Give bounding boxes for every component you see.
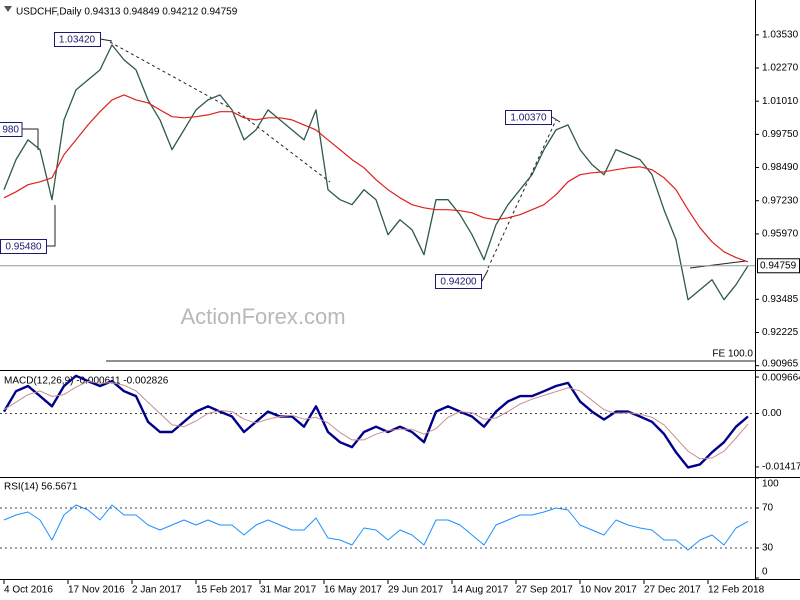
annotation: 1.03420	[59, 35, 96, 46]
series-line	[3, 504, 749, 551]
annotation-box	[505, 110, 552, 125]
dashed-trend	[109, 41, 231, 109]
annotation-box	[54, 32, 101, 47]
series-line	[3, 94, 749, 263]
trend-line	[689, 260, 747, 269]
dashed-trend	[237, 111, 331, 183]
y-tick-label: 0.93485	[762, 294, 799, 305]
annotations: 1.03420 980 0.95480 0.94200 1.00370 FE 1…	[0, 32, 753, 360]
series-line	[3, 44, 749, 301]
annotation: 0.94200	[440, 277, 477, 288]
annotation: 0.95480	[5, 242, 42, 253]
connector	[551, 116, 561, 123]
series-line	[3, 380, 749, 460]
connector	[46, 205, 56, 247]
annotation: 1.00370	[510, 113, 547, 124]
x-tick-label: 16 May 2017	[324, 585, 382, 596]
annotation-box	[0, 239, 47, 254]
x-tick-label: 31 Mar 2017	[260, 585, 317, 596]
y-tick-label: 0.95970	[762, 229, 799, 240]
title-icon	[4, 6, 12, 12]
annotation-box	[0, 122, 23, 137]
connector	[481, 269, 489, 282]
y-tick-label: 0.009664	[762, 373, 800, 384]
panel-title: USDCHF,Daily 0.94313 0.94849 0.94212 0.9…	[16, 7, 238, 18]
connector	[99, 38, 113, 42]
x-tick-label: 10 Nov 2017	[580, 585, 637, 596]
y-tick-label: 0.90965	[762, 359, 799, 370]
y-tick-label: 1.02270	[762, 63, 799, 74]
panel-title: RSI(14) 56.5671	[4, 482, 78, 493]
x-tick-label: 29 Jun 2017	[388, 585, 443, 596]
series-line	[2, 374, 749, 469]
x-tick-label: 12 Feb 2018	[708, 585, 765, 596]
y-tick-label: 30	[762, 543, 774, 554]
last-price-label: 0.94759	[760, 260, 797, 271]
watermark: ActionForex.com	[180, 304, 345, 329]
y-tick-label: 0.98490	[762, 162, 799, 173]
y-tick-label: 0.92225	[762, 327, 799, 338]
y-tick-label: -0.014171	[762, 462, 800, 473]
annotation: FE 100.0	[712, 349, 753, 360]
trend-lines	[22, 38, 755, 362]
x-tick-label: 15 Feb 2017	[196, 585, 253, 596]
y-tick-label: 0	[762, 567, 768, 578]
y-tick-label: 0.97230	[762, 195, 799, 206]
y-tick-label: 0.99750	[762, 129, 799, 140]
y-tick-label: 70	[762, 503, 774, 514]
y-tick-label: 0.00	[762, 408, 782, 419]
x-tick-label: 14 Aug 2017	[452, 585, 509, 596]
y-tick-label: 1.01010	[762, 96, 799, 107]
y-tick-label: 1.03530	[762, 29, 799, 40]
connector	[22, 128, 39, 150]
y-tick-label: 100	[762, 479, 779, 490]
x-tick-label: 2 Jan 2017	[132, 585, 182, 596]
annotation: 980	[2, 125, 19, 136]
annotation-box	[435, 274, 482, 289]
x-tick-label: 27 Dec 2017	[644, 585, 701, 596]
x-tick-label: 27 Sep 2017	[516, 585, 573, 596]
x-tick-label: 4 Oct 2016	[4, 585, 53, 596]
x-tick-label: 17 Nov 2016	[68, 585, 125, 596]
